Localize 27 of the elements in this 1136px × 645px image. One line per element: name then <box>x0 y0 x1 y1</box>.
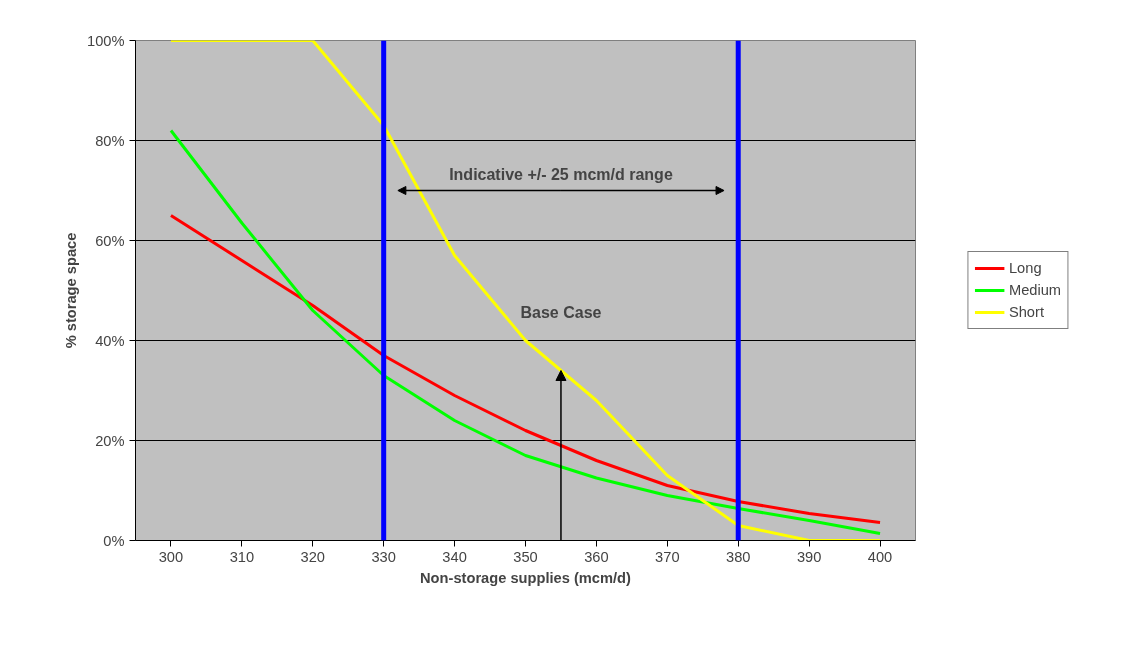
x-tick-label: 310 <box>229 548 255 565</box>
y-axis-title: % storage space <box>63 232 80 349</box>
x-tick-label: 350 <box>513 548 538 565</box>
x-axis-title: Non-storage supplies (mcm/d) <box>420 569 632 586</box>
annotation: Base Case <box>520 303 602 321</box>
x-tick-label: 340 <box>442 548 467 565</box>
legend-label: Medium <box>1008 282 1062 298</box>
x-tick-label: 400 <box>867 548 893 565</box>
annotation: Indicative +/- 25 mcm/d range <box>449 165 673 183</box>
legend-label: Long <box>1008 260 1042 276</box>
x-tick-label: 320 <box>300 548 326 565</box>
x-tick-label: 380 <box>726 548 751 565</box>
x-tick-label: 390 <box>796 548 822 565</box>
y-tick-label: 80% <box>95 132 125 149</box>
x-tick-label: 360 <box>584 548 609 565</box>
y-tick-label: 100% <box>87 32 125 49</box>
y-tick-label: 20% <box>95 432 125 449</box>
line-series <box>169 214 882 524</box>
y-tick-label: 60% <box>95 232 125 249</box>
y-tick-label: 0% <box>103 532 125 549</box>
x-tick-label: 300 <box>158 548 184 565</box>
line-series <box>169 129 882 535</box>
x-tick-label: 370 <box>655 548 680 565</box>
legend-label: Short <box>1008 304 1044 320</box>
y-tick-label: 40% <box>95 332 125 349</box>
line-series <box>169 40 882 541</box>
x-tick-label: 330 <box>371 548 396 565</box>
